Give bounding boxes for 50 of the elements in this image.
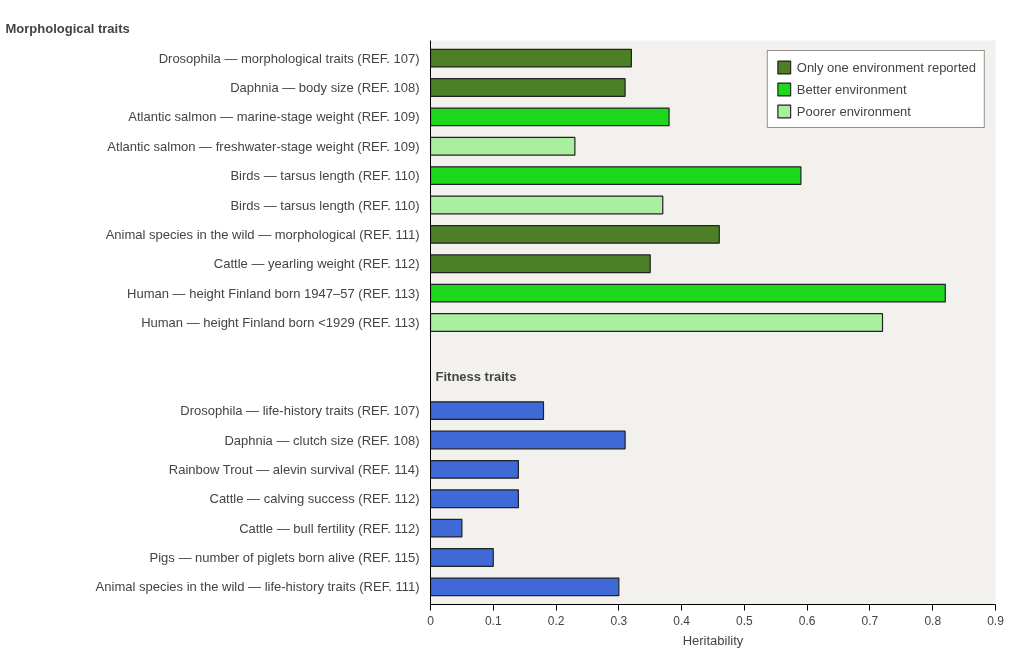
x-axis-title: Heritability xyxy=(682,632,744,648)
y-tick-label: Animal species in the wild — life-history traits (REF. 111) xyxy=(95,579,420,595)
annotation: Fitness traits xyxy=(435,369,517,385)
y-tick-label: Atlantic salmon — marine-stage weight (REF. 109) xyxy=(128,109,420,125)
y-tick-label: Human — height Finland born 1947–57 (REF. 113) xyxy=(127,285,420,301)
x-tick-label: 0.6 xyxy=(798,613,816,628)
y-tick-label: Pigs — number of piglets born alive (REF. 115) xyxy=(149,550,420,565)
y-tick-label: Cattle — yearling weight (REF. 112) xyxy=(213,256,420,272)
legend-label: Better environment xyxy=(796,81,907,97)
bar xyxy=(430,489,519,509)
legend-label: Poorer environment xyxy=(796,103,911,119)
y-tick-label: Human — height Finland born <1929 (REF. 113) xyxy=(141,315,420,330)
x-tick-label: 0.4 xyxy=(673,613,691,628)
x-tick-label: 0.1 xyxy=(484,613,502,628)
bar xyxy=(430,107,670,127)
bar xyxy=(430,78,626,97)
x-tick-label: 0.5 xyxy=(736,613,754,628)
y-tick-label: Drosophila — morphological traits (REF. 107) xyxy=(158,50,420,66)
bar xyxy=(430,548,494,567)
y-tick-label: Cattle — calving success (REF. 112) xyxy=(209,491,420,507)
x-tick-label: 0.2 xyxy=(547,613,565,628)
bar xyxy=(430,195,664,215)
y-tick-label: Birds — tarsus length (REF. 110) xyxy=(230,197,420,213)
bar xyxy=(430,166,802,186)
bar xyxy=(430,518,463,538)
bar xyxy=(430,136,576,156)
bar xyxy=(430,224,720,244)
x-tick-label: 0.3 xyxy=(610,613,628,628)
bar xyxy=(430,430,626,450)
bar xyxy=(430,313,884,332)
x-tick-label: 0.9 xyxy=(987,613,1005,628)
legend-label: Only one environment reported xyxy=(796,59,976,75)
y-tick-label: Daphnia — body size (REF. 108) xyxy=(230,80,420,95)
bar xyxy=(430,459,519,479)
y-tick-label: Cattle — bull fertility (REF. 112) xyxy=(239,520,420,536)
x-tick-label: 0.8 xyxy=(924,613,942,628)
y-tick-label: Animal species in the wild — morphological (REF. 111) xyxy=(105,226,420,242)
y-tick-label: Daphnia — clutch size (REF. 108) xyxy=(224,432,420,448)
bar xyxy=(430,401,545,421)
text: Morphological traits xyxy=(5,20,130,36)
x-tick-label: 0.7 xyxy=(861,613,879,628)
bar xyxy=(430,283,946,303)
y-tick-label: Birds — tarsus length (REF. 110) xyxy=(230,168,420,184)
y-tick-label: Drosophila — life-history traits (REF. 107) xyxy=(180,403,420,419)
x-tick-label: 0 xyxy=(427,613,435,628)
bar xyxy=(430,48,632,68)
y-tick-label: Atlantic salmon — freshwater-stage weight (REF. 109) xyxy=(107,138,420,154)
bar xyxy=(430,577,620,597)
bar xyxy=(430,254,651,274)
y-tick-label: Rainbow Trout — alevin survival (REF. 114) xyxy=(168,461,420,477)
